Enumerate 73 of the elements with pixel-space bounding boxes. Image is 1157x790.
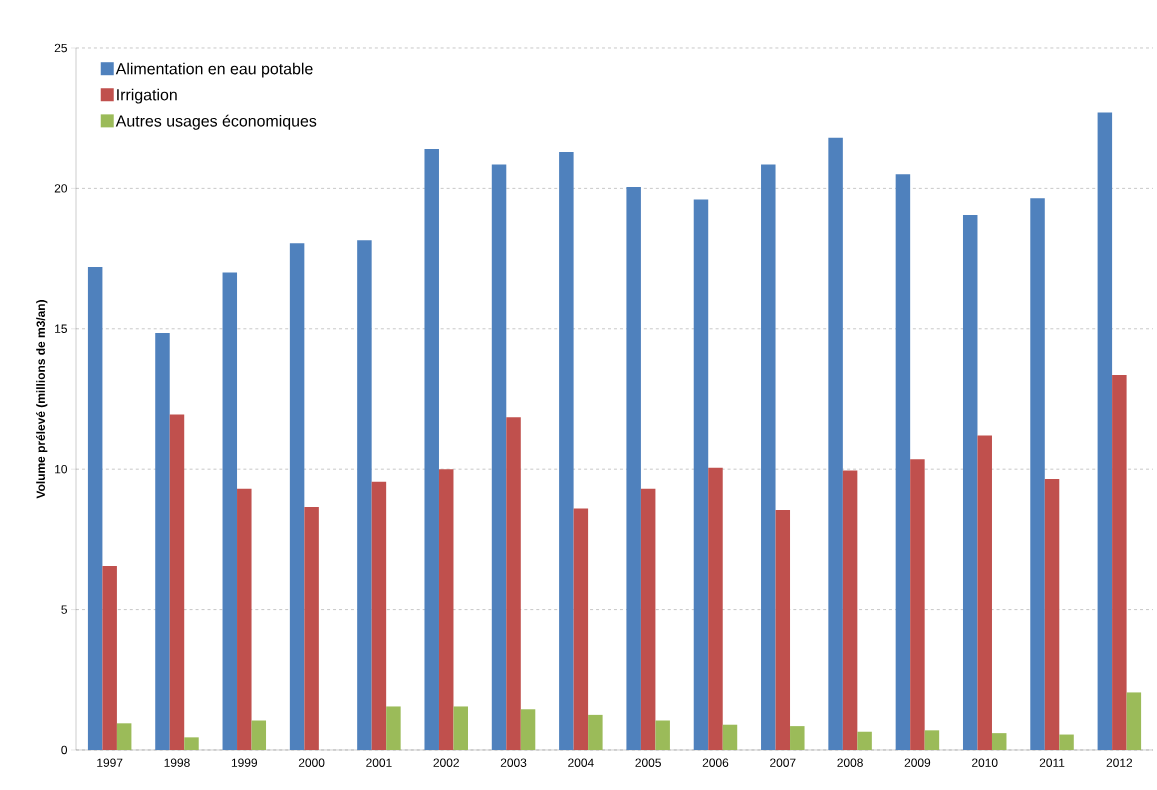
x-tick-label: 2010 <box>972 758 998 767</box>
bar <box>828 137 843 750</box>
bar <box>895 174 911 750</box>
y-tick-label: 20 <box>54 184 68 193</box>
bar <box>251 720 267 750</box>
x-tick-label: 2011 <box>1039 758 1065 767</box>
x-tick-label: 2006 <box>702 758 729 767</box>
x-tick-label: 1997 <box>97 758 123 767</box>
bar <box>371 481 387 750</box>
bar <box>962 215 978 750</box>
bar <box>693 199 709 750</box>
y-tick-label: 5 <box>61 605 67 614</box>
bar <box>520 709 536 750</box>
x-tick-label: 2003 <box>500 758 527 767</box>
bar <box>155 332 170 750</box>
bar <box>237 488 252 750</box>
bar <box>722 724 738 750</box>
y-tick-label: 15 <box>55 324 67 333</box>
y-tick-label: 10 <box>55 464 68 474</box>
bar <box>116 723 132 750</box>
bar <box>790 726 805 750</box>
legend-label: Irrigation <box>117 88 177 104</box>
y-axis-title: Volume prélevé (millions de m3/an) <box>36 300 48 499</box>
x-tick-label: 2008 <box>837 758 863 767</box>
legend-label: Autres usages économiques <box>115 114 317 130</box>
x-tick-label: 1999 <box>231 758 258 767</box>
bar <box>169 414 185 750</box>
bar <box>924 730 940 750</box>
bar <box>1112 375 1127 750</box>
bar <box>775 509 791 750</box>
y-tick-label: 0 <box>61 745 68 755</box>
bar <box>184 737 199 750</box>
bar <box>708 467 723 750</box>
bar <box>87 267 103 750</box>
bar <box>222 272 238 750</box>
x-tick-label: 2001 <box>366 758 392 767</box>
y-tick-label: 25 <box>54 43 67 53</box>
x-tick-label: 2000 <box>298 758 325 767</box>
bar <box>304 507 319 750</box>
bar <box>357 240 372 750</box>
bar <box>655 720 670 750</box>
bar <box>438 469 454 750</box>
bar <box>842 470 858 750</box>
bar <box>102 566 117 750</box>
bar <box>424 149 439 750</box>
bar <box>626 186 641 750</box>
x-tick-label: 2005 <box>635 758 661 767</box>
legend-label: Alimentation en eau potable <box>115 62 313 78</box>
x-tick-label: 2007 <box>770 758 796 767</box>
bar <box>910 459 925 750</box>
bar <box>1030 198 1045 750</box>
bar <box>977 435 992 750</box>
bar <box>1059 734 1074 750</box>
bar <box>857 731 872 750</box>
bar <box>453 706 468 750</box>
bar <box>761 164 776 750</box>
x-tick-label: 2009 <box>904 758 931 767</box>
bar <box>506 417 521 750</box>
bar <box>1126 692 1142 750</box>
bar <box>991 733 1007 750</box>
x-tick-label: 2002 <box>433 758 459 767</box>
bar <box>1044 479 1060 750</box>
bar <box>1097 112 1113 750</box>
bar <box>386 706 401 750</box>
bar <box>491 164 507 750</box>
x-tick-label: 1998 <box>164 758 190 767</box>
bar <box>640 488 656 750</box>
bar <box>289 243 305 750</box>
bar <box>573 508 589 750</box>
bar <box>559 151 574 750</box>
x-tick-label: 2004 <box>568 758 594 767</box>
bar <box>588 714 603 750</box>
x-tick-label: 2012 <box>1106 758 1133 767</box>
